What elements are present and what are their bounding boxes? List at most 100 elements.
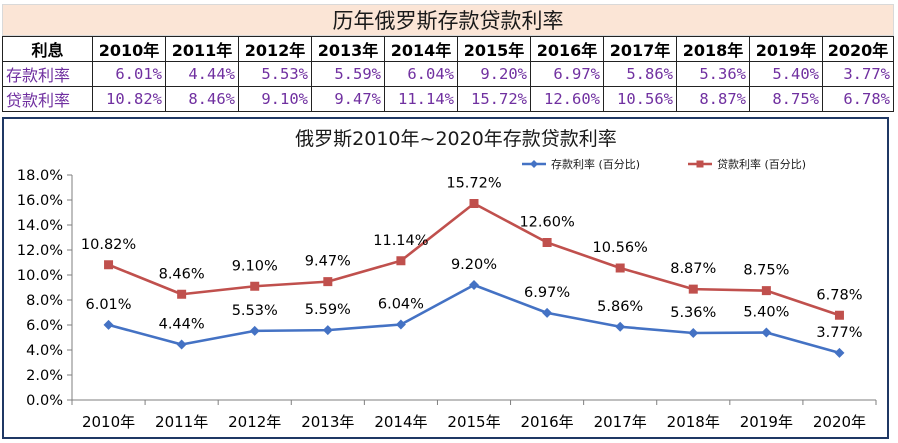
- data-point: [542, 238, 552, 247]
- x-tick-label: 2016年: [520, 413, 573, 431]
- series-line: [108, 283, 840, 355]
- chart-series-layer: 6.01% 4.44% 5.53% 5.59% 6.04% 9.20% 6.97% 5.86%…: [81, 176, 862, 358]
- table-header-year: 2018年: [676, 36, 750, 62]
- table-cell: 8.46%: [165, 86, 239, 112]
- table-cell: 8.87%: [676, 86, 750, 112]
- data-label: 15.72%: [446, 176, 501, 192]
- table-header-year: 2013年: [311, 36, 385, 62]
- table-cell: 10.82%: [92, 86, 166, 112]
- data-point: [834, 310, 844, 320]
- data-point: [395, 319, 406, 330]
- data-label: 5.36%: [670, 305, 716, 321]
- data-label: 6.78%: [816, 287, 862, 303]
- table-cell: 9.47%: [311, 86, 385, 112]
- table-cell: 9.10%: [238, 86, 312, 112]
- table-title: 历年俄罗斯存款贷款利率: [2, 4, 894, 36]
- data-point: [542, 307, 553, 318]
- table-cell: 5.86%: [603, 61, 677, 87]
- y-tick-label: 4.0%: [26, 343, 63, 359]
- series-loan: 10.82% 8.46% 9.10% 9.47% 11.14% 15.72% 12.60% 1…: [81, 176, 862, 320]
- x-tick-label: 2018年: [667, 413, 720, 431]
- legend-label: 存款利率 (百分比): [551, 157, 640, 171]
- data-point: [688, 328, 699, 338]
- data-point: [834, 347, 845, 358]
- data-point: [761, 286, 771, 296]
- table-cell: 5.59%: [311, 61, 385, 87]
- table-header-year: 2010年: [92, 36, 166, 62]
- rate-table: 利息 2010年 2011年 2012年 2013年 2014年 2015年 2016年 20…: [2, 36, 894, 112]
- table-header-year: 2020年: [822, 36, 894, 62]
- table-header-year: 2015年: [457, 36, 531, 62]
- data-label: 6.97%: [524, 285, 570, 301]
- data-label: 8.46%: [159, 266, 205, 282]
- x-tick-label: 2011年: [155, 413, 208, 431]
- table-cell: 5.40%: [749, 61, 823, 87]
- legend-marker: [696, 160, 704, 168]
- y-tick-label: 6.0%: [26, 318, 63, 334]
- legend-label: 贷款利率 (百分比): [717, 157, 806, 171]
- y-tick-label: 8.0%: [26, 293, 63, 309]
- data-label: 6.04%: [378, 297, 424, 313]
- table-cell: 9.20%: [457, 61, 531, 87]
- data-label: 5.59%: [305, 302, 351, 318]
- chart-title: 俄罗斯2010年~2020年存款贷款利率: [295, 128, 617, 150]
- data-label: 12.60%: [519, 215, 574, 231]
- table-cell: 4.44%: [165, 61, 239, 87]
- x-tick-label: 2014年: [374, 413, 427, 431]
- table-cell: 6.97%: [530, 61, 604, 87]
- table-cell: 15.72%: [457, 86, 531, 112]
- data-label: 5.86%: [597, 299, 643, 315]
- data-label: 4.44%: [159, 317, 205, 333]
- table-cell: 6.78%: [822, 86, 894, 112]
- table-header-year: 2011年: [165, 36, 239, 62]
- y-tick-label: 14.0%: [17, 218, 63, 234]
- data-point: [177, 289, 187, 299]
- y-tick-label: 18.0%: [17, 168, 63, 184]
- data-label: 8.87%: [670, 261, 716, 277]
- data-point: [469, 280, 479, 290]
- table-header-year: 2016年: [530, 36, 604, 62]
- table-cell: 6.01%: [92, 61, 166, 87]
- table-cell: 11.14%: [384, 86, 458, 112]
- x-tick-label: 2017年: [594, 413, 647, 431]
- table-cell: 6.04%: [384, 61, 458, 87]
- data-point: [104, 260, 114, 270]
- table-header-year: 2019年: [749, 36, 823, 62]
- y-tick-label: 10.0%: [17, 268, 63, 284]
- data-label: 9.47%: [305, 254, 351, 270]
- data-point: [103, 319, 114, 330]
- table-cell: 5.36%: [676, 61, 750, 87]
- data-point: [323, 277, 333, 287]
- y-tick-label: 16.0%: [17, 193, 63, 209]
- table-header-year: 2014年: [384, 36, 458, 62]
- data-point: [249, 325, 260, 336]
- x-tick-label: 2010年: [82, 413, 135, 431]
- table-cell: 12.60%: [530, 86, 604, 112]
- data-label: 5.40%: [743, 305, 789, 321]
- series-deposit: 6.01% 4.44% 5.53% 5.59% 6.04% 9.20% 6.97% 5.86%…: [86, 257, 862, 358]
- table-row-label: 存款利率: [2, 61, 93, 87]
- data-point: [469, 199, 479, 208]
- x-tick-label: 2020年: [813, 413, 866, 431]
- table-header-row: 利息 2010年 2011年 2012年 2013年 2014年 2015年 2016年 20…: [2, 36, 894, 62]
- data-point: [250, 281, 260, 291]
- table-cell: 5.53%: [238, 61, 312, 87]
- table-row-label: 贷款利率: [2, 86, 93, 112]
- table-cell: 8.75%: [749, 86, 823, 112]
- data-point: [615, 321, 626, 332]
- table-cell: 10.56%: [603, 86, 677, 112]
- y-tick-label: 2.0%: [26, 368, 63, 384]
- data-label: 6.01%: [86, 297, 132, 313]
- data-point: [322, 325, 333, 336]
- data-point: [176, 339, 187, 350]
- table-row: 贷款利率 10.82% 8.46% 9.10% 9.47% 11.14% 15.72% 12.…: [2, 86, 894, 112]
- x-tick-label: 2019年: [740, 413, 793, 431]
- table-row: 存款利率 6.01% 4.44% 5.53% 5.59% 6.04% 9.20% 6.97% 5…: [2, 61, 894, 87]
- data-label: 3.77%: [816, 325, 862, 341]
- data-label: 9.20%: [451, 257, 497, 273]
- data-label: 5.53%: [232, 303, 278, 319]
- y-tick-label: 12.0%: [17, 243, 63, 259]
- data-label: 11.14%: [373, 233, 428, 249]
- data-label: 8.75%: [743, 263, 789, 279]
- x-tick-label: 2015年: [447, 413, 500, 431]
